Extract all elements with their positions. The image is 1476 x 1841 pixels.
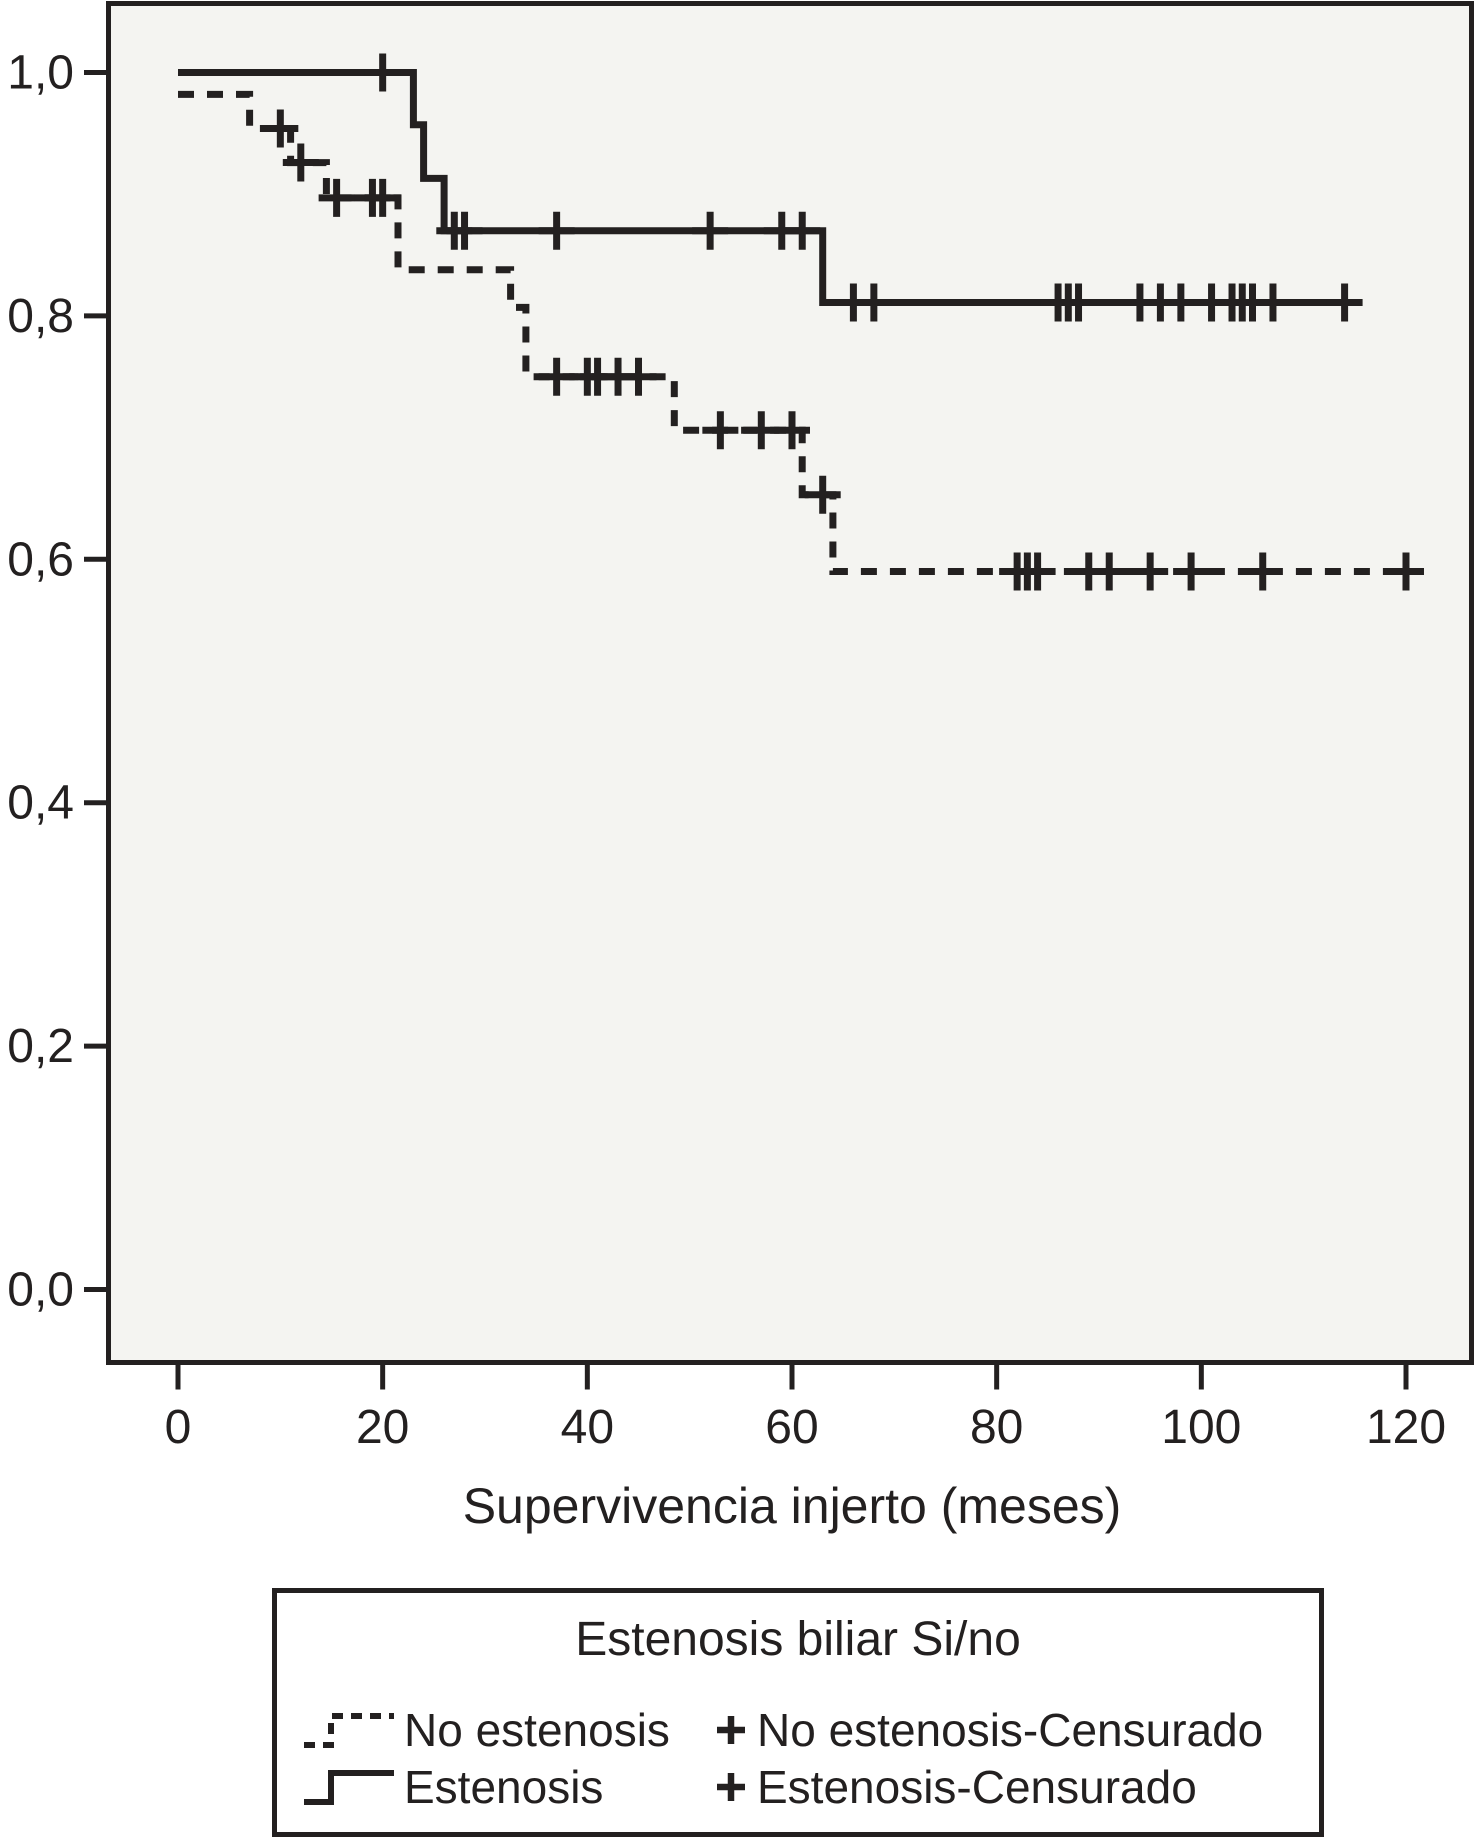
- censored-plus-icon: [717, 1773, 745, 1801]
- x-axis-title: Supervivencia injerto (meses): [462, 1478, 1122, 1534]
- x-tick-label: 20: [356, 1401, 409, 1454]
- y-tick-label: 0,8: [7, 290, 74, 343]
- y-tick-label: 0,2: [7, 1020, 74, 1073]
- x-tick-label: 60: [765, 1401, 818, 1454]
- survival-curve-estenosis: [178, 69, 1355, 306]
- legend-row-no-estenosis: No estenosis No estenosis-Censurado: [277, 1704, 1319, 1756]
- legend-title: Estenosis biliar Si/no: [575, 1613, 1021, 1666]
- y-axis: 1,0 0,8 0,6 0,4 0,2 0,0: [7, 47, 109, 1317]
- censored-plus-icon: [717, 1716, 745, 1744]
- x-axis: 0 20 40 60 80 100 120: [165, 1362, 1446, 1454]
- legend-label-no-estenosis-censored: No estenosis-Censurado: [757, 1704, 1264, 1756]
- series-no-estenosis: [178, 90, 1424, 591]
- y-tick-label: 1,0: [7, 47, 74, 100]
- censor-marks-no-estenosis: [262, 109, 1424, 591]
- y-tick-label: 0,6: [7, 533, 74, 586]
- x-tick-label: 120: [1366, 1401, 1446, 1454]
- series-estenosis: [178, 53, 1363, 322]
- survival-curve-no-estenosis: [178, 90, 1412, 575]
- legend-label-estenosis: Estenosis: [404, 1761, 604, 1813]
- legend-censored-no-estenosis: No estenosis-Censurado: [714, 1704, 1263, 1756]
- plot-frame: [106, 1, 1474, 1365]
- legend-censored-estenosis: Estenosis-Censurado: [714, 1761, 1197, 1813]
- x-tick-label: 0: [165, 1401, 192, 1454]
- censor-marks-estenosis: [364, 53, 1363, 322]
- legend-label-estenosis-censored: Estenosis-Censurado: [757, 1761, 1197, 1813]
- legend-label-no-estenosis: No estenosis: [404, 1704, 670, 1756]
- x-tick-label: 40: [561, 1401, 614, 1454]
- legend-row-estenosis: Estenosis Estenosis-Censurado: [277, 1761, 1319, 1813]
- y-tick-label: 0,0: [7, 1264, 74, 1317]
- y-tick-label: 0,4: [7, 777, 74, 830]
- dashed-line-sample-icon: [304, 1713, 394, 1748]
- x-tick-label: 100: [1161, 1401, 1241, 1454]
- x-tick-label: 80: [970, 1401, 1023, 1454]
- legend: Estenosis biliar Si/no No estenosis No e…: [272, 1588, 1324, 1837]
- solid-line-sample-icon: [304, 1770, 394, 1805]
